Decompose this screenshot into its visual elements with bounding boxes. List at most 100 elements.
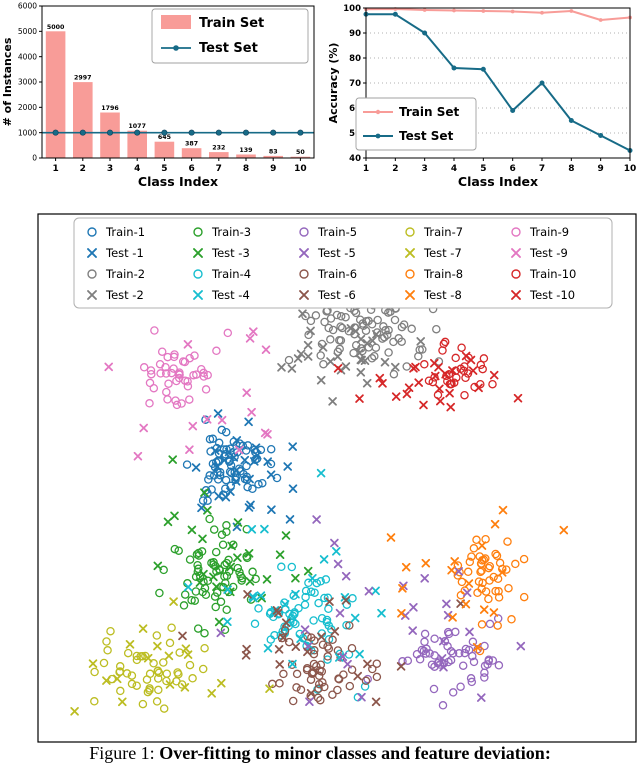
legend-entry-train-4: Train-4 <box>193 267 251 281</box>
svg-text:4: 4 <box>134 164 140 174</box>
svg-text:1000: 1000 <box>18 128 37 137</box>
svg-text:1077: 1077 <box>128 123 146 130</box>
legend-entry-train-10: Train-10 <box>511 267 576 281</box>
legend-entry-test-3: Test -3 <box>193 246 250 260</box>
caption-title: Over-fitting to minor classes and featur… <box>159 743 551 763</box>
figure-caption: Figure 1: Over-fitting to minor classes … <box>6 743 634 764</box>
legend-entry-train-5: Train-5 <box>299 225 357 239</box>
legend-entry-train-3: Train-3 <box>193 225 251 239</box>
svg-text:1: 1 <box>52 164 58 174</box>
svg-text:60: 60 <box>349 104 361 114</box>
svg-text:1796: 1796 <box>101 105 119 112</box>
svg-text:Train-4: Train-4 <box>211 267 251 281</box>
test-points-7 <box>70 597 274 716</box>
svg-text:8: 8 <box>568 164 574 174</box>
svg-text:4: 4 <box>451 164 457 174</box>
legend-entry-test-2: Test -2 <box>87 288 144 302</box>
legend-entry-test-1: Test -1 <box>87 246 144 260</box>
svg-text:9: 9 <box>270 164 276 174</box>
accuracy-chart: 40 50 60 70 80 90 100 1 2 3 4 5 6 7 8 9 10 Class Index Acc… <box>327 4 636 189</box>
svg-text:7: 7 <box>216 164 222 174</box>
svg-text:5: 5 <box>161 164 167 174</box>
svg-text:Test -1: Test -1 <box>105 246 144 260</box>
svg-text:8: 8 <box>243 164 249 174</box>
svg-text:Train-7: Train-7 <box>423 225 463 239</box>
train-points-6 <box>268 621 382 706</box>
svg-text:4000: 4000 <box>18 52 37 61</box>
accuracy-legend: Train Set Test Set <box>355 97 477 151</box>
scatter-legend: Train-1 Test -1 Train-2 Test -2 Train-3 Test … <box>73 217 613 309</box>
svg-text:Train-6: Train-6 <box>317 267 357 281</box>
svg-text:90: 90 <box>349 29 361 39</box>
scatter-points <box>70 274 569 716</box>
legend-entry-train-1: Train-1 <box>87 225 145 239</box>
svg-text:80: 80 <box>349 54 361 64</box>
train-points-3 <box>155 514 260 638</box>
svg-text:Test -10: Test -10 <box>529 288 575 302</box>
svg-text:Train Set: Train Set <box>199 16 264 31</box>
svg-text:3000: 3000 <box>18 78 37 87</box>
legend-entry-test-10: Test -10 <box>511 288 575 302</box>
svg-text:6: 6 <box>510 164 516 174</box>
svg-text:5000: 5000 <box>47 24 65 31</box>
svg-text:Train-1: Train-1 <box>105 225 145 239</box>
svg-text:5: 5 <box>480 164 486 174</box>
accuracy-plot: 40 50 60 70 80 90 100 1 2 3 4 5 6 7 8 9 10 Class Index Acc… <box>327 4 636 189</box>
svg-text:Test -4: Test -4 <box>211 288 250 302</box>
legend-entry-test-6: Test -6 <box>299 288 356 302</box>
svg-text:Test -6: Test -6 <box>317 288 356 302</box>
train-bars: 5000 2997 1796 1077 645 387 232 139 83 50 <box>45 24 311 158</box>
svg-text:9: 9 <box>598 164 604 174</box>
legend-entry-train-7: Train-7 <box>405 225 463 239</box>
legend-entry-test-9: Test -9 <box>511 246 568 260</box>
test-points-4 <box>183 468 386 669</box>
legend-entry-test-8: Test -8 <box>405 288 462 302</box>
svg-text:10: 10 <box>624 164 637 174</box>
train-points-9 <box>139 326 233 410</box>
svg-text:Train-5: Train-5 <box>317 225 357 239</box>
svg-text:3: 3 <box>107 164 113 174</box>
legend-entry-train-2: Train-2 <box>87 267 145 281</box>
test-points-3 <box>153 455 313 627</box>
svg-text:70: 70 <box>349 79 361 89</box>
svg-text:Class Index: Class Index <box>138 174 218 189</box>
svg-text:83: 83 <box>269 148 278 155</box>
svg-text:Test -2: Test -2 <box>105 288 144 302</box>
svg-text:Test Set: Test Set <box>399 129 454 143</box>
instances-legend: Train Set Test Set <box>151 8 309 64</box>
svg-text:2000: 2000 <box>18 103 37 112</box>
svg-text:7: 7 <box>539 164 545 174</box>
svg-text:Train-2: Train-2 <box>105 267 145 281</box>
svg-text:387: 387 <box>185 141 198 148</box>
svg-text:Test -9: Test -9 <box>529 246 568 260</box>
legend-entry-train-8: Train-8 <box>405 267 463 281</box>
svg-text:2: 2 <box>392 164 398 174</box>
svg-text:# of Instances: # of Instances <box>1 37 14 126</box>
test-accuracy-line <box>363 11 633 153</box>
svg-text:Test Set: Test Set <box>199 41 258 56</box>
legend-entry-train-9: Train-9 <box>511 225 569 239</box>
svg-text:Train-9: Train-9 <box>529 225 569 239</box>
test-points-5 <box>216 515 526 706</box>
svg-text:10: 10 <box>294 164 307 174</box>
test-points-8 <box>386 505 569 652</box>
svg-text:232: 232 <box>212 145 225 152</box>
svg-text:Class Index: Class Index <box>458 174 538 189</box>
svg-text:3: 3 <box>422 164 428 174</box>
svg-text:6000: 6000 <box>18 2 37 11</box>
test-points-6 <box>178 590 465 707</box>
legend-entry-train-6: Train-6 <box>299 267 357 281</box>
svg-text:Accuracy (%): Accuracy (%) <box>327 43 340 124</box>
legend-entry-test-4: Test -4 <box>193 288 250 302</box>
svg-text:Train-10: Train-10 <box>529 267 576 281</box>
svg-text:0: 0 <box>32 154 37 163</box>
train-points-7 <box>90 623 209 713</box>
train-points-5 <box>363 614 504 710</box>
caption-prefix: Figure 1: <box>89 743 160 763</box>
svg-text:40: 40 <box>349 154 361 164</box>
svg-text:Test -3: Test -3 <box>211 246 250 260</box>
svg-text:Test -5: Test -5 <box>317 246 356 260</box>
svg-text:Test -8: Test -8 <box>423 288 462 302</box>
